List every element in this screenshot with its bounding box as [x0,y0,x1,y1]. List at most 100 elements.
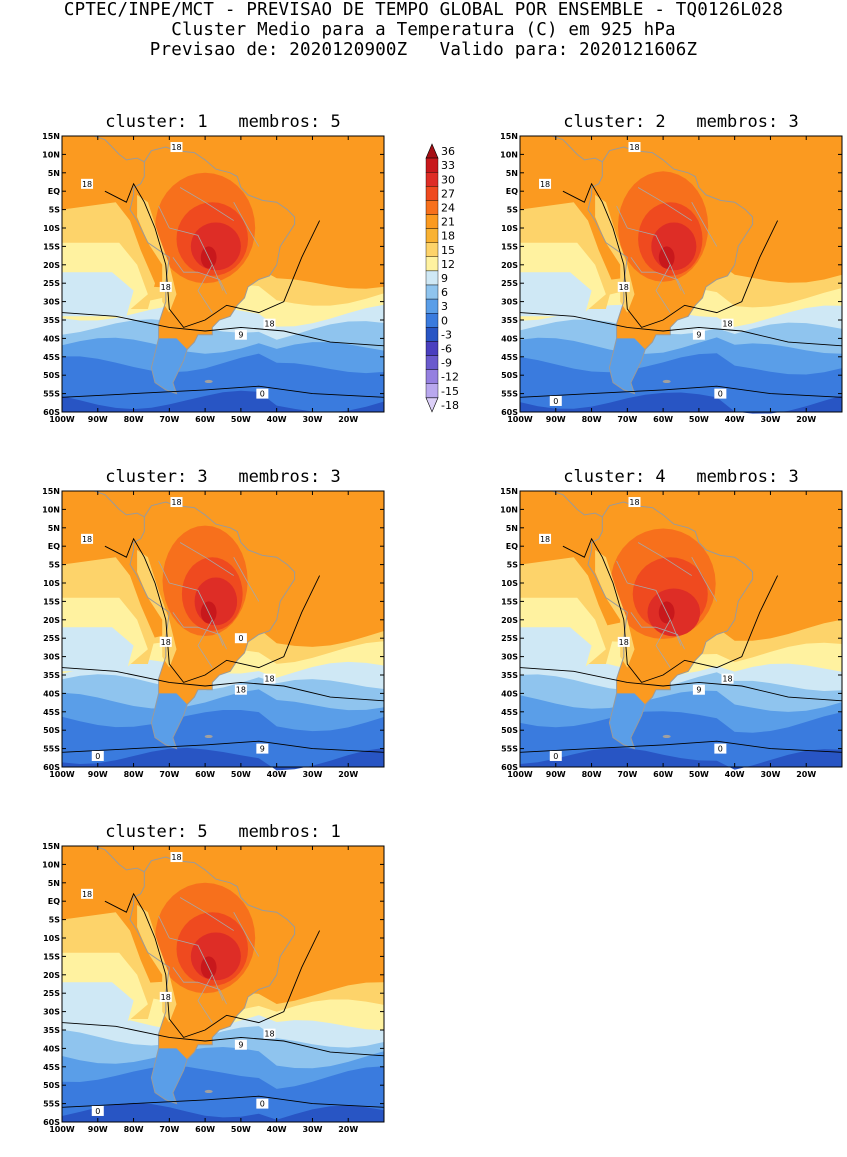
contour-label: 18 [264,1030,274,1039]
lon-label: 50W [689,415,709,424]
country-border [233,202,260,247]
lat-label: 60S [43,408,60,417]
patagonia-cold-zone [151,693,188,749]
header-line-2: Cluster Medio para a Temperatura (C) em … [171,20,676,40]
country-border [172,612,198,628]
lat-label: 55S [43,745,60,754]
patagonia-cold-zone [151,338,188,394]
patagonia-cold-zone [151,1048,188,1104]
contour-label: 18 [82,180,92,189]
contour-label-box [692,684,705,695]
central-america-coast [90,845,145,873]
lat-label: 55S [501,745,518,754]
lat-label: 40S [43,334,60,343]
country-border [197,271,227,295]
patagonia-cold-zone [609,338,646,394]
lat-label: 55S [501,390,518,399]
lon-label: 90W [546,770,566,779]
lat-label: 30S [501,653,518,662]
contour-label: 18 [264,675,274,684]
contour-label: 18 [171,143,181,152]
lon-label: 70W [159,1125,179,1134]
legend-swatch [425,270,439,286]
legend-label: 30 [441,173,455,186]
lat-label: 60S [43,763,60,772]
legend-swatch [425,383,439,398]
lat-label: 60S [43,1118,60,1127]
lat-label: 20S [501,616,518,625]
lat-label: 10S [501,579,518,588]
legend-swatch [425,214,439,229]
lat-label: 5S [49,561,61,570]
contour-label-box [692,329,705,340]
contour-label: 18 [82,535,92,544]
lon-label: 60W [653,415,673,424]
legend-label: 33 [441,159,455,172]
contour-9 [519,667,843,702]
temperature-map: 18 18 18 18 18 9 0 0 15N 10N 5N EQ 5S 10S 15S 20S 25S 30S… [42,487,385,779]
lon-label: 80W [124,770,144,779]
lon-label: 20W [338,1125,358,1134]
lon-label: 20W [338,770,358,779]
lat-label: 30S [43,298,60,307]
lon-label: 100W [507,770,533,779]
contour-label-box [714,388,727,399]
lat-label: EQ [48,542,60,551]
legend-swatch [425,228,439,243]
panel-title: cluster: 5 membros: 1 [105,822,341,842]
lat-label: 15N [500,487,518,496]
panel-cluster-3: cluster: 3 membros: 3 18 18 18 18 18 9 0 0 15N 10… [42,467,385,779]
contour-label: 0 [553,752,558,761]
panel-cluster-2: cluster: 2 membros: 3 18 18 18 18 9 0 0 15N 10N 5… [500,112,843,424]
lon-label: 100W [49,415,75,424]
lat-label: 5N [506,169,518,178]
lat-label: 15S [43,952,60,961]
lat-label: 35S [43,671,60,680]
central-america-coast [548,490,603,518]
country-border [627,227,682,291]
lat-label: 20S [501,261,518,270]
lon-label: 60W [195,415,215,424]
lat-label: 5S [49,206,61,215]
country-border [616,560,628,584]
lon-label: 90W [88,770,108,779]
contour-label: 18 [540,180,550,189]
lat-label: 5N [48,169,60,178]
lat-label: 10N [42,505,60,514]
contour-label-box [81,178,94,189]
pacific-colder-zone [520,272,592,317]
lat-label: 15N [500,132,518,141]
lat-label: 15S [501,597,518,606]
contour-label: 18 [161,283,171,292]
lon-label: 60W [195,770,215,779]
lat-label: 30S [43,653,60,662]
lat-label: 5S [507,561,519,570]
pacific-colder-zone [62,627,134,672]
contour-label: 18 [161,638,171,647]
lat-label: 10S [43,579,60,588]
contour-label-box [170,852,183,863]
country-border [172,967,198,983]
lon-label: 50W [689,770,709,779]
contour-9 [61,667,385,702]
isotherm-band--3 [520,392,842,414]
contour-label-box [91,1105,104,1116]
lat-label: 25S [501,634,518,643]
panel-title: cluster: 3 membros: 3 [105,467,341,487]
contour-label-box [549,395,562,406]
contour-label: 0 [553,397,558,406]
lon-label: 40W [725,415,745,424]
map-frame [519,135,843,413]
lon-label: 30W [760,415,780,424]
contour-label-box [628,142,641,153]
contour-label: 9 [696,686,701,695]
contour-label: 0 [238,634,243,643]
lon-label: 40W [267,770,287,779]
legend-label: -3 [441,328,452,341]
lat-label: 10N [500,505,518,514]
country-border [158,560,170,584]
country-border [655,619,671,668]
lat-label: 5N [48,879,60,888]
contour-18 [104,892,321,1038]
temperature-map: 18 18 18 18 9 0 0 15N 10N 5N EQ 5S 10S 15S 20S 25S 30S 35… [42,842,385,1134]
